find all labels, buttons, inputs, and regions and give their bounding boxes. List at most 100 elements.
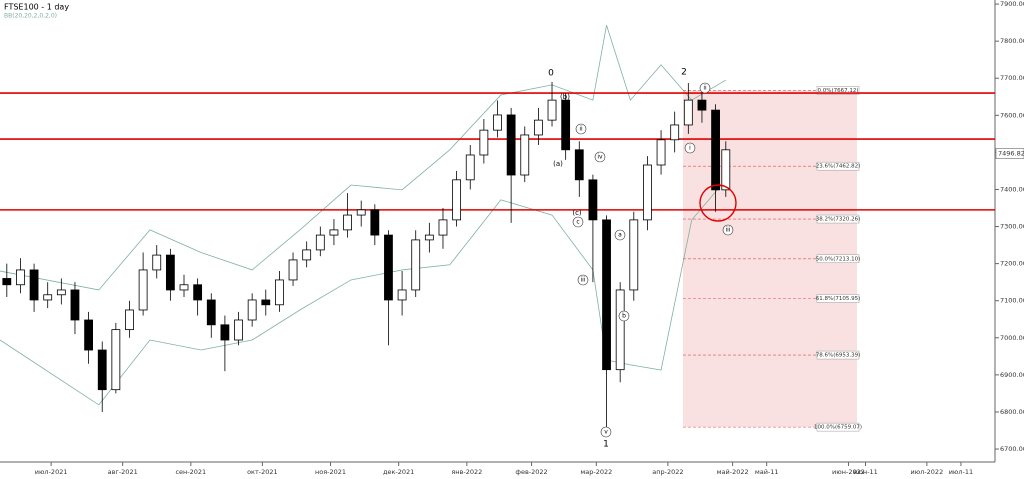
candle-body	[302, 249, 312, 261]
candle-body	[520, 134, 530, 176]
y-tick-label: 6700.00	[1000, 445, 1024, 453]
candle	[643, 156, 652, 231]
candle	[125, 300, 134, 338]
fib-label: 61.8%(7105.95)	[816, 296, 861, 302]
wave-label: iii	[725, 227, 730, 234]
candle	[16, 258, 25, 294]
candle	[697, 89, 707, 123]
wave-label: (c)	[572, 209, 582, 217]
candle-body	[615, 289, 625, 371]
fib-label: 78.6%(6953.39)	[816, 353, 861, 359]
x-tick-label: окт-2021	[247, 468, 278, 476]
candle-body	[356, 209, 366, 216]
wave-label: 0	[548, 69, 554, 79]
wave-label: iii	[580, 277, 585, 284]
candle-body	[16, 269, 25, 286]
y-tick-label: 6900.00	[1000, 371, 1024, 379]
candle	[111, 322, 121, 394]
wave-label-circle	[614, 229, 626, 241]
fib-label: 50.0%(7213.10)	[816, 256, 861, 262]
candle-body	[261, 299, 271, 306]
candle-body	[602, 219, 611, 371]
candle	[261, 289, 271, 316]
candle-body	[43, 294, 53, 301]
candle-body	[315, 234, 325, 251]
fib-label: 23.6%(7462.82)	[816, 164, 861, 170]
fib-label: 0.0%(7667.12)	[817, 88, 858, 94]
y-tick-label: 6800.00	[1000, 408, 1024, 416]
x-tick-label: мар-2022	[580, 468, 612, 476]
y-tick-label: 7900.00	[1000, 0, 1024, 8]
candle-body	[411, 239, 421, 291]
candle-body	[288, 259, 298, 281]
candle	[97, 341, 107, 412]
candle-body	[234, 319, 243, 341]
y-tick-label: 7200.00	[1000, 260, 1024, 268]
fib-label: 100.0%(6759.07)	[814, 425, 862, 431]
wave-label-circle	[577, 274, 589, 286]
candle	[547, 81, 557, 127]
wave-label: 2	[681, 68, 687, 78]
candle-body	[547, 99, 557, 121]
candle-body	[125, 309, 134, 331]
bollinger-lower	[0, 179, 727, 406]
candle	[397, 271, 407, 316]
candle-body	[84, 319, 93, 351]
candle-body	[111, 329, 121, 391]
candle-body	[711, 109, 720, 191]
y-tick-label: 7300.00	[1000, 223, 1024, 231]
candle-body	[220, 324, 230, 341]
candle	[711, 104, 720, 212]
candle-body	[247, 299, 257, 321]
candle-body	[574, 149, 584, 181]
wave-label-circle	[594, 151, 606, 163]
candle	[206, 293, 216, 338]
x-tick-label: июл-2021	[35, 468, 68, 476]
x-tick-label: фев-2022	[515, 468, 547, 476]
candle	[138, 252, 148, 316]
candle	[656, 130, 666, 175]
candle	[288, 252, 298, 286]
candle-body	[629, 219, 639, 291]
candle	[56, 278, 66, 305]
wave-label: v	[604, 429, 608, 436]
candle-body	[533, 119, 543, 136]
candle	[234, 311, 243, 346]
candle	[721, 141, 731, 197]
candle-body	[56, 289, 66, 296]
candle	[343, 193, 352, 238]
fib-label-box	[816, 161, 860, 171]
candle-body	[370, 209, 380, 236]
candle-body	[397, 289, 407, 301]
x-tick-label: авг-2021	[108, 468, 138, 476]
candle-body	[275, 279, 284, 306]
last-price-label: 7496.82	[998, 150, 1024, 158]
candle	[384, 230, 393, 346]
candle	[315, 226, 325, 257]
wave-label-circle	[572, 216, 584, 228]
candle	[179, 274, 189, 297]
candle-body	[452, 179, 462, 221]
candle	[356, 200, 366, 227]
candle	[29, 263, 39, 312]
candle-body	[561, 99, 571, 151]
x-tick-label: июн-11	[853, 468, 878, 476]
candle-body	[329, 229, 339, 236]
candle-body	[70, 289, 80, 321]
wave-label: (b)	[560, 93, 570, 101]
candle-body	[165, 254, 175, 291]
x-tick-label: май-11	[755, 468, 779, 476]
wave-label-circle	[722, 224, 734, 236]
candle	[424, 222, 434, 253]
wave-label-circle	[699, 82, 711, 94]
candle-body	[193, 284, 203, 301]
y-tick-label: 7600.00	[1000, 111, 1024, 119]
wave-label: 1	[603, 440, 609, 450]
candle	[84, 311, 93, 364]
wave-label-circle	[618, 310, 630, 322]
wave-label-circle	[575, 123, 587, 135]
candle	[465, 144, 475, 190]
candle	[670, 111, 680, 153]
candle-body	[656, 139, 666, 166]
fib-label-box	[816, 350, 860, 360]
